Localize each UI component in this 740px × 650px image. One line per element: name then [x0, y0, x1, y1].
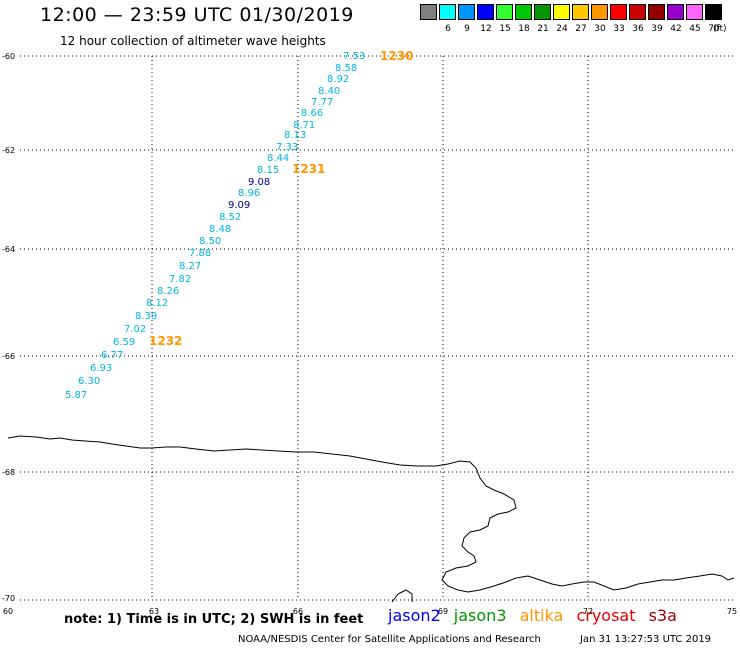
color-swatch — [420, 4, 437, 20]
longitude-label: 69 — [438, 607, 448, 616]
color-swatch — [534, 4, 551, 20]
wave-height-value: 8.66 — [301, 108, 323, 119]
color-scale-label: 21 — [537, 24, 549, 34]
wave-height-value: 8.50 — [199, 236, 221, 247]
pass-time-labels: 1230 1231 1232 — [149, 49, 413, 348]
wave-height-value: 7.88 — [189, 248, 211, 259]
page-title: 12:00 — 23:59 UTC 01/30/2019 — [40, 4, 354, 26]
longitude-label: 66 — [293, 607, 303, 616]
color-swatch — [629, 4, 646, 20]
satellite-legend: jason2 jason3 altika cryosat s3a — [388, 606, 685, 625]
color-scale-label: 12 — [480, 24, 492, 34]
color-scale-label: 18 — [518, 24, 530, 34]
longitude-label: 60 — [3, 607, 13, 616]
longitude-labels: 60 63 66 69 72 75 — [3, 607, 737, 616]
pass-time-label: 1230 — [380, 49, 413, 63]
wave-height-value: 8.26 — [157, 286, 179, 297]
color-scale-label: 33 — [613, 24, 625, 34]
wave-height-value: 8.71 — [293, 120, 315, 131]
wave-height-value: 8.48 — [209, 224, 231, 235]
color-swatch — [496, 4, 513, 20]
wave-height-value: 7.82 — [169, 274, 191, 285]
latitude-label: -70 — [2, 594, 15, 603]
latitude-label: -66 — [2, 352, 15, 361]
satellite-altika: altika — [519, 606, 564, 625]
color-scale-label: 45 — [689, 24, 701, 34]
wave-height-value: 7.02 — [124, 324, 146, 335]
wave-height-value: 8.52 — [219, 212, 241, 223]
color-scale-label: 6 — [445, 24, 451, 34]
pass-time-label: 1231 — [292, 162, 325, 176]
color-swatch — [572, 4, 589, 20]
wave-height-value: 7.33 — [276, 142, 298, 153]
wave-height-value: 6.30 — [78, 376, 100, 387]
color-swatch — [705, 4, 722, 20]
wave-height-value: 8.92 — [327, 74, 349, 85]
satellite-s3a: s3a — [648, 606, 677, 625]
wave-height-value: 8.13 — [284, 130, 306, 141]
wave-height-value: 8.96 — [238, 188, 260, 199]
color-swatch — [686, 4, 703, 20]
color-swatch — [553, 4, 570, 20]
color-swatch — [667, 4, 684, 20]
color-scale-label: 36 — [632, 24, 644, 34]
latitude-label: -60 — [2, 52, 15, 61]
map-gridlines — [20, 55, 735, 601]
color-scale-label: 39 — [651, 24, 663, 34]
credit-line: NOAA/NESDIS Center for Satellite Applica… — [238, 634, 541, 645]
wave-height-value: 6.93 — [90, 363, 112, 374]
latitude-labels: -60 -62 -64 -66 -68 -70 — [2, 52, 15, 603]
satellite-jason3: jason3 — [453, 606, 507, 625]
wave-height-value: 9.09 — [228, 200, 250, 211]
wave-height-value: 8.27 — [179, 261, 201, 272]
antarctic-coastline — [7, 435, 735, 593]
satellite-jason2: jason2 — [388, 606, 441, 625]
color-scale-label: 70 — [708, 24, 720, 34]
wave-height-value: 6.59 — [113, 337, 135, 348]
wave-height-value: 6.77 — [101, 350, 123, 361]
wave-height-value: 5.87 — [65, 390, 87, 401]
color-swatch — [458, 4, 475, 20]
color-swatch — [610, 4, 627, 20]
color-swatch — [439, 4, 456, 20]
color-scale-label: 9 — [464, 24, 470, 34]
latitude-label: -62 — [2, 146, 15, 155]
color-swatch — [648, 4, 665, 20]
color-swatch — [591, 4, 608, 20]
pass-time-label: 1232 — [149, 334, 182, 348]
longitude-label: 72 — [583, 607, 593, 616]
color-scale-label: 15 — [499, 24, 511, 34]
wave-height-value: 7.77 — [311, 97, 333, 108]
color-scale-unit: (ft) — [713, 24, 727, 34]
wave-height-value: 8.40 — [318, 86, 340, 97]
longitude-label: 63 — [149, 607, 159, 616]
wave-height-value: 8.44 — [267, 153, 289, 164]
color-scale-label: 27 — [575, 24, 587, 34]
coastline-segment-south — [391, 589, 413, 603]
page-subtitle: 12 hour collection of altimeter wave hei… — [60, 34, 326, 48]
color-scale-label: 24 — [556, 24, 568, 34]
wave-height-value: 8.39 — [135, 311, 157, 322]
longitude-label: 75 — [727, 607, 737, 616]
wave-height-value: 7.53 — [343, 51, 365, 62]
generated-timestamp: Jan 31 13:27:53 UTC 2019 — [580, 634, 712, 645]
wave-height-track: 7.538.588.928.407.778.668.718.137.338.44… — [65, 51, 365, 401]
wave-height-value: 8.15 — [257, 165, 279, 176]
footnote: note: 1) Time is in UTC; 2) SWH is in fe… — [64, 612, 364, 627]
latitude-label: -64 — [2, 245, 15, 254]
latitude-label: -68 — [2, 468, 15, 477]
color-scale-label: 30 — [594, 24, 606, 34]
wave-height-value: 9.08 — [248, 177, 270, 188]
color-scale-label: 42 — [670, 24, 682, 34]
wave-height-value: 8.58 — [335, 63, 357, 74]
color-swatch — [515, 4, 532, 20]
wave-height-value: 8.12 — [146, 298, 168, 309]
satellite-cryosat: cryosat — [576, 606, 636, 625]
color-swatch — [477, 4, 494, 20]
